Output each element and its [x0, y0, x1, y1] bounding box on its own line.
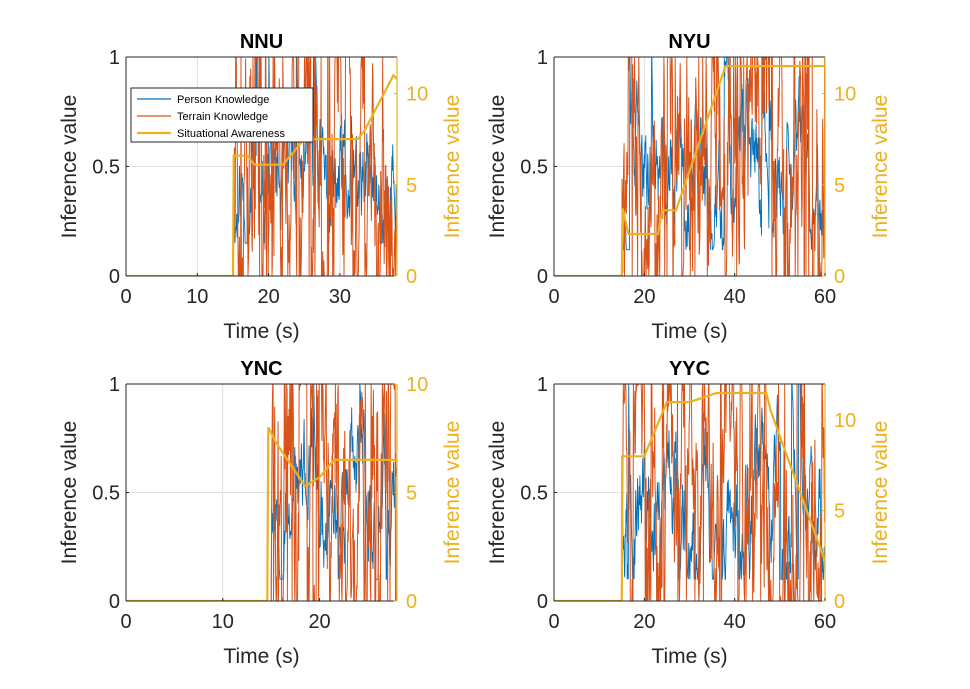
- x-tick-label: 20: [258, 286, 280, 308]
- series-terrain: [554, 384, 825, 601]
- y-axis-label: Inference value: [486, 95, 509, 239]
- subplot-title: YYC: [669, 358, 710, 380]
- y-right-tick-label: 10: [834, 410, 856, 432]
- x-axis-label: Time (s): [651, 645, 727, 668]
- x-tick-label: 20: [308, 611, 330, 633]
- x-tick-label: 0: [548, 286, 559, 308]
- y-right-axis-label: Inference value: [441, 421, 464, 565]
- x-tick-label: 20: [633, 286, 655, 308]
- legend: Person Knowledge Terrain Knowledge Situati…: [130, 87, 314, 143]
- y-right-tick-label: 5: [406, 175, 417, 197]
- y-right-axis-label: Inference value: [441, 95, 464, 239]
- y-tick-label: 0.5: [520, 483, 548, 505]
- series-terrain: [554, 57, 825, 276]
- x-tick-label: 60: [814, 286, 836, 308]
- series-person: [554, 57, 825, 276]
- y-right-tick-label: 5: [834, 175, 845, 197]
- series-awareness: [126, 73, 397, 276]
- x-tick-label: 60: [814, 611, 836, 633]
- y-right-tick-label: 0: [406, 591, 417, 613]
- y-tick-label: 0: [537, 591, 548, 613]
- x-tick-label: 0: [548, 611, 559, 633]
- x-axis-label: Time (s): [223, 320, 299, 343]
- series-person: [126, 384, 397, 601]
- data-layer: [126, 384, 397, 601]
- series-terrain: [126, 384, 397, 601]
- y-right-axis-label: Inference value: [869, 421, 892, 565]
- y-right-tick-label: 0: [834, 266, 845, 288]
- y-axis-label: Inference value: [58, 421, 81, 565]
- y-tick-label: 1: [109, 47, 120, 69]
- y-axis-label: Inference value: [58, 95, 81, 239]
- x-tick-label: 10: [212, 611, 234, 633]
- series-person: [554, 384, 825, 601]
- legend-label-terrain: Terrain Knowledge: [177, 111, 268, 123]
- series-awareness: [554, 64, 825, 276]
- x-tick-label: 30: [329, 286, 351, 308]
- subplot-title: NNU: [240, 31, 283, 53]
- x-axis-label: Time (s): [223, 645, 299, 668]
- x-tick-label: 0: [120, 286, 131, 308]
- x-tick-label: 20: [633, 611, 655, 633]
- y-right-tick-label: 0: [406, 266, 417, 288]
- subplot-title: NYU: [668, 31, 710, 53]
- y-axis-label: Inference value: [486, 421, 509, 565]
- y-tick-label: 0: [537, 266, 548, 288]
- y-right-tick-label: 10: [406, 374, 428, 396]
- y-right-axis-label: Inference value: [869, 95, 892, 239]
- data-layer: [554, 57, 825, 276]
- x-tick-label: 40: [724, 611, 746, 633]
- y-tick-label: 1: [537, 47, 548, 69]
- y-right-tick-label: 5: [406, 483, 417, 505]
- legend-label-person: Person Knowledge: [177, 94, 269, 106]
- series-awareness: [554, 391, 825, 601]
- subplot-title: YNC: [240, 358, 282, 380]
- y-tick-label: 0.5: [92, 483, 120, 505]
- x-tick-label: 10: [186, 286, 208, 308]
- series-awareness: [126, 426, 397, 601]
- x-tick-label: 0: [120, 611, 131, 633]
- y-tick-label: 0.5: [520, 157, 548, 179]
- y-tick-label: 0.5: [92, 157, 120, 179]
- y-tick-label: 0: [109, 591, 120, 613]
- y-tick-label: 1: [537, 374, 548, 396]
- x-tick-label: 40: [724, 286, 746, 308]
- y-right-tick-label: 5: [834, 501, 845, 523]
- x-axis-label: Time (s): [651, 320, 727, 343]
- y-right-tick-label: 0: [834, 591, 845, 613]
- y-right-tick-label: 10: [406, 84, 428, 106]
- y-tick-label: 0: [109, 266, 120, 288]
- y-right-tick-label: 10: [834, 84, 856, 106]
- legend-label-awareness: Situational Awareness: [177, 128, 286, 140]
- y-tick-label: 1: [109, 374, 120, 396]
- data-layer: [554, 384, 825, 601]
